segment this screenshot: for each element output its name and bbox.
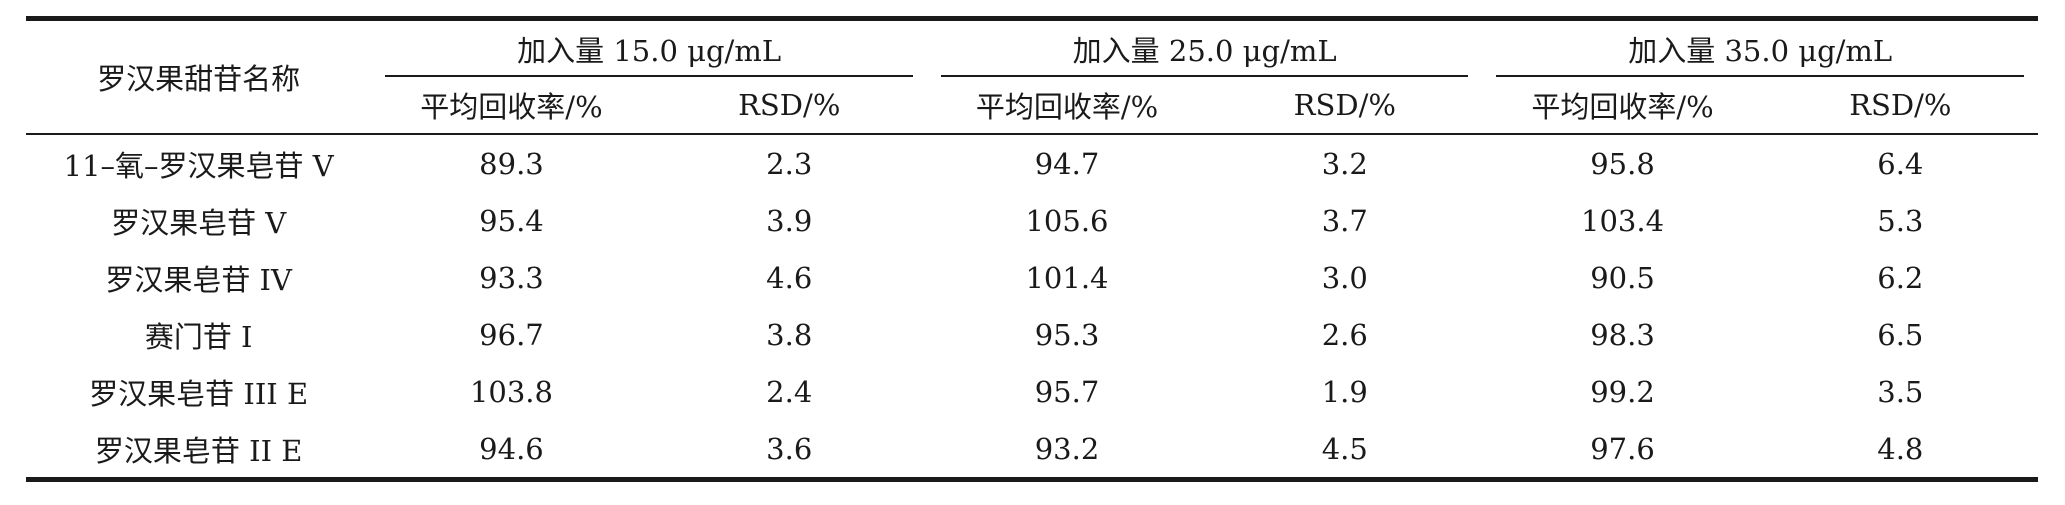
table-top-rule (26, 16, 2038, 21)
row-name: 罗汉果皂苷 IV (105, 262, 292, 297)
sub-header-row: 平均回收率/% RSD/% 平均回收率/% RSD/% 平均回收率/% RSD/… (26, 77, 2038, 133)
group-header-label: 加入量 25.0 μg/mL (1072, 34, 1337, 68)
table-row: 罗汉果皂苷 V 95.4 3.9 105.6 3.7 103.4 5.3 (26, 192, 2038, 249)
table-row: 11–氧–罗汉果皂苷 V 89.3 2.3 94.7 3.2 95.8 6.4 (26, 135, 2038, 192)
recovery-25-cell: 95.3 (1034, 317, 1100, 352)
recovery-35-cell: 103.4 (1581, 203, 1665, 238)
recovery-35-cell: 99.2 (1590, 374, 1655, 409)
recovery-15-cell: 94.6 (479, 431, 544, 466)
table-bottom-rule (26, 477, 2038, 482)
recovery-15-cell: 96.7 (479, 317, 544, 352)
group-header-label: 加入量 15.0 μg/mL (517, 34, 782, 68)
group-header-25: 加入量 25.0 μg/mL (927, 21, 1483, 77)
recovery-15-cell: 95.4 (479, 203, 544, 238)
rsd-35-cell: 4.8 (1877, 431, 1924, 466)
rsd-25-cell: 2.6 (1321, 317, 1368, 352)
rsd-35-cell: 6.4 (1877, 146, 1924, 181)
group-underline (1496, 75, 2024, 77)
rsd-15-cell: 2.4 (766, 374, 813, 409)
table-row: 赛门苷 I 96.7 3.8 95.3 2.6 98.3 6.5 (26, 306, 2038, 363)
rsd-25-cell: 1.9 (1321, 374, 1368, 409)
rsd-25-cell: 3.0 (1321, 260, 1368, 295)
rsd-35-cell: 6.2 (1877, 260, 1924, 295)
rsd-25-cell: 3.7 (1321, 203, 1368, 238)
recovery-35-cell: 97.6 (1590, 431, 1655, 466)
group-header-row: 罗汉果甜苷名称 加入量 15.0 μg/mL 加入量 25.0 μg/mL 加入… (26, 21, 2038, 96)
recovery-35-cell: 95.8 (1590, 146, 1655, 181)
rsd-35-cell: 6.5 (1877, 317, 1924, 352)
rsd-15-cell: 4.6 (766, 260, 813, 295)
rsd-35-cell: 3.5 (1877, 374, 1924, 409)
recovery-35-cell: 90.5 (1590, 260, 1655, 295)
group-header-15: 加入量 15.0 μg/mL (371, 21, 927, 77)
rsd-15-cell: 3.9 (766, 203, 813, 238)
row-name: 罗汉果皂苷 V (111, 205, 287, 240)
rsd-15-cell: 3.8 (766, 317, 813, 352)
table-header-rule (26, 133, 2038, 135)
recovery-25-cell: 93.2 (1034, 431, 1100, 466)
row-name: 罗汉果皂苷 III E (89, 376, 309, 411)
group-underline (385, 75, 913, 77)
recovery-25-cell: 105.6 (1025, 203, 1109, 238)
rsd-35-cell: 5.3 (1877, 203, 1924, 238)
recovery-25-cell: 101.4 (1025, 260, 1109, 295)
recovery-15-cell: 103.8 (469, 374, 553, 409)
recovery-25-cell: 94.7 (1034, 146, 1100, 181)
rsd-15-cell: 3.6 (766, 431, 813, 466)
recovery-table-body: 11–氧–罗汉果皂苷 V 89.3 2.3 94.7 3.2 95.8 6.4 … (26, 135, 2038, 477)
table-row: 罗汉果皂苷 IV 93.3 4.6 101.4 3.0 90.5 6.2 (26, 249, 2038, 306)
table-row: 罗汉果皂苷 II E 94.6 3.6 93.2 4.5 97.6 4.8 (26, 420, 2038, 477)
row-name: 11–氧–罗汉果皂苷 V (63, 148, 334, 183)
rsd-25-cell: 4.5 (1321, 431, 1368, 466)
recovery-table: 罗汉果甜苷名称 加入量 15.0 μg/mL 加入量 25.0 μg/mL 加入… (26, 21, 2038, 133)
recovery-15-cell: 89.3 (479, 146, 544, 181)
row-name: 赛门苷 I (144, 319, 253, 354)
rsd-header: RSD/% (1293, 88, 1396, 122)
recovery-header: 平均回收率/% (1531, 90, 1714, 124)
rsd-header: RSD/% (1849, 88, 1952, 122)
recovery-35-cell: 98.3 (1590, 317, 1655, 352)
rsd-header: RSD/% (738, 88, 841, 122)
rsd-25-cell: 3.2 (1321, 146, 1368, 181)
group-underline (940, 75, 1469, 77)
recovery-table-container: 罗汉果甜苷名称 加入量 15.0 μg/mL 加入量 25.0 μg/mL 加入… (26, 16, 2038, 482)
recovery-header: 平均回收率/% (975, 90, 1159, 124)
rsd-15-cell: 2.3 (766, 146, 813, 181)
group-header-35: 加入量 35.0 μg/mL (1482, 21, 2038, 77)
row-name: 罗汉果皂苷 II E (94, 433, 303, 468)
group-header-label: 加入量 35.0 μg/mL (1628, 34, 1893, 68)
recovery-25-cell: 95.7 (1034, 374, 1100, 409)
table-row: 罗汉果皂苷 III E 103.8 2.4 95.7 1.9 99.2 3.5 (26, 363, 2038, 420)
recovery-header: 平均回收率/% (420, 90, 603, 124)
name-column-header: 罗汉果甜苷名称 (97, 62, 301, 96)
recovery-15-cell: 93.3 (479, 260, 544, 295)
